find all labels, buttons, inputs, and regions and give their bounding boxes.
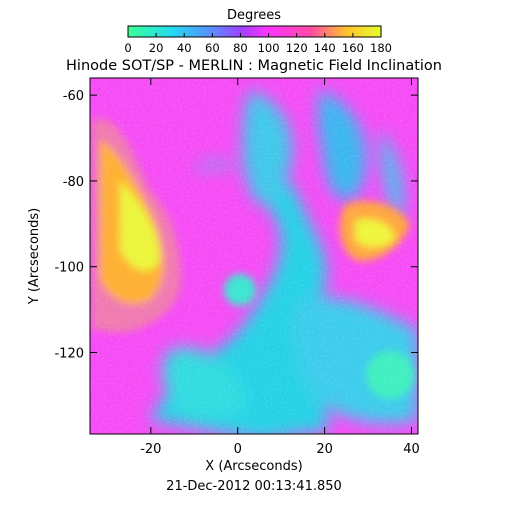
y-tick-label: -100	[54, 261, 84, 276]
colorbar-tick-label: 160	[342, 41, 364, 55]
chart-title: Hinode SOT/SP - MERLIN : Magnetic Field …	[66, 58, 442, 74]
timestamp: 21-Dec-2012 00:13:41.850	[166, 479, 342, 494]
colorbar-tick-label: 20	[149, 41, 164, 55]
colorbar	[127, 25, 382, 38]
y-tick-label: -60	[63, 89, 84, 104]
plot-frame	[89, 77, 419, 435]
colorbar-tick-label: 120	[286, 41, 308, 55]
x-tick-label: 20	[316, 442, 333, 457]
x-tick-label: -20	[140, 442, 161, 457]
y-tick-label: -120	[54, 347, 84, 362]
colorbar-tick-label: 100	[258, 41, 280, 55]
colorbar-tick-label: 60	[205, 41, 220, 55]
colorbar-tick-label: 140	[314, 41, 336, 55]
colorbar-tick-label: 0	[124, 41, 131, 55]
heatmap-image	[90, 78, 418, 434]
x-axis-ticks: -20 0 20 40	[140, 78, 420, 457]
x-axis-label: X (Arcseconds)	[205, 459, 302, 474]
colorbar-tick-label: 80	[233, 41, 248, 55]
colorbar-tick-label: 40	[177, 41, 192, 55]
colorbar-ticks: 0 20 40 60 80 100 120 140 160 180	[124, 33, 392, 55]
colorbar-title: Degrees	[227, 8, 281, 23]
colorbar-tick-label: 180	[370, 41, 392, 55]
y-axis-label: Y (Arcseconds)	[27, 208, 42, 305]
y-axis-ticks: -60 -80 -100 -120	[54, 89, 418, 362]
y-tick-label: -80	[63, 175, 84, 190]
x-tick-label: 0	[234, 442, 242, 457]
x-tick-label: 40	[403, 442, 420, 457]
